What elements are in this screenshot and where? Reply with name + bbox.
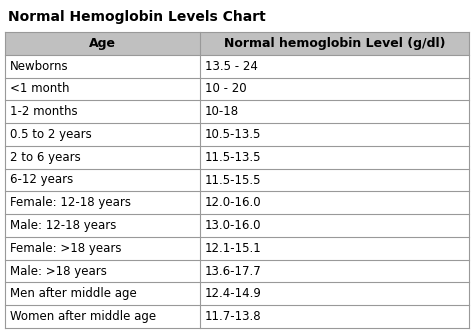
Text: Female: 12-18 years: Female: 12-18 years (10, 196, 131, 209)
Text: Normal hemoglobin Level (g/dl): Normal hemoglobin Level (g/dl) (224, 37, 445, 50)
Text: 10.5-13.5: 10.5-13.5 (205, 128, 261, 141)
Text: 12.0-16.0: 12.0-16.0 (205, 196, 262, 209)
Text: 0.5 to 2 years: 0.5 to 2 years (10, 128, 92, 141)
Text: Age: Age (89, 37, 116, 50)
Bar (5, 305, 469, 328)
Text: Female: >18 years: Female: >18 years (10, 242, 121, 255)
Text: Normal Hemoglobin Levels Chart: Normal Hemoglobin Levels Chart (8, 10, 266, 24)
Bar (5, 191, 469, 214)
Text: 13.6-17.7: 13.6-17.7 (205, 265, 262, 278)
Text: 13.5 - 24: 13.5 - 24 (205, 60, 258, 73)
Bar (5, 169, 469, 191)
Bar (5, 283, 469, 305)
Text: 10-18: 10-18 (205, 105, 239, 118)
Text: 6-12 years: 6-12 years (10, 174, 73, 187)
Text: 12.1-15.1: 12.1-15.1 (205, 242, 262, 255)
Text: 11.5-15.5: 11.5-15.5 (205, 174, 261, 187)
Text: Women after middle age: Women after middle age (10, 310, 156, 323)
Bar (5, 260, 469, 283)
Text: Male: >18 years: Male: >18 years (10, 265, 107, 278)
Text: 12.4-14.9: 12.4-14.9 (205, 288, 262, 300)
Text: 10 - 20: 10 - 20 (205, 82, 246, 95)
Bar (5, 123, 469, 146)
Bar (5, 146, 469, 169)
Bar (5, 78, 469, 100)
Text: Male: 12-18 years: Male: 12-18 years (10, 219, 117, 232)
Text: Newborns: Newborns (10, 60, 69, 73)
Text: 13.0-16.0: 13.0-16.0 (205, 219, 261, 232)
Text: 11.5-13.5: 11.5-13.5 (205, 151, 261, 164)
Text: Men after middle age: Men after middle age (10, 288, 137, 300)
Text: 1-2 months: 1-2 months (10, 105, 78, 118)
Bar (5, 55, 469, 78)
Bar (5, 214, 469, 237)
Text: 11.7-13.8: 11.7-13.8 (205, 310, 262, 323)
Bar (5, 32, 469, 55)
Bar (5, 237, 469, 260)
Text: <1 month: <1 month (10, 82, 70, 95)
Text: 2 to 6 years: 2 to 6 years (10, 151, 81, 164)
Bar (5, 100, 469, 123)
